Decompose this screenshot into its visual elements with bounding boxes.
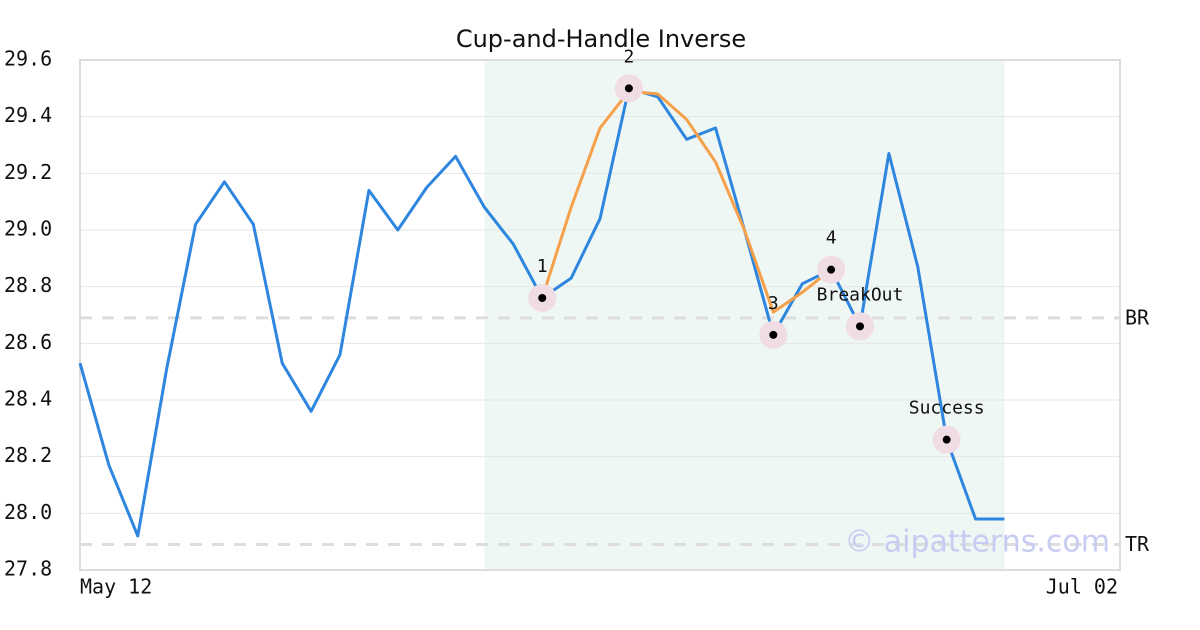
y-tick-label: 28.4 bbox=[4, 387, 52, 411]
level-label: TR bbox=[1125, 532, 1150, 556]
annotation-label: 1 bbox=[537, 256, 548, 277]
y-tick-label: 27.8 bbox=[4, 557, 52, 581]
annotation-label: 3 bbox=[768, 293, 779, 314]
y-tick-label: 28.0 bbox=[4, 500, 52, 524]
x-tick-label: Jul 02 bbox=[1046, 575, 1118, 599]
annotation-label: Success bbox=[909, 398, 985, 419]
pattern-point bbox=[769, 330, 778, 339]
y-tick-label: 29.6 bbox=[4, 47, 52, 71]
pattern-region bbox=[484, 60, 1005, 570]
y-tick-label: 28.8 bbox=[4, 273, 52, 297]
y-tick-label: 28.2 bbox=[4, 443, 52, 467]
level-label: BR bbox=[1125, 305, 1150, 329]
y-tick-label: 29.4 bbox=[4, 103, 52, 127]
watermark: © aipatterns.com bbox=[844, 525, 1110, 560]
y-tick-label: 29.2 bbox=[4, 160, 52, 184]
y-tick-label: 29.0 bbox=[4, 217, 52, 241]
x-tick-label: May 12 bbox=[80, 575, 152, 599]
annotation-label: 2 bbox=[623, 46, 634, 67]
series-line bbox=[540, 89, 833, 314]
annotation-label: BreakOut bbox=[817, 284, 904, 305]
pattern-point bbox=[624, 84, 633, 93]
pattern-point bbox=[538, 294, 547, 302]
pattern-point bbox=[856, 322, 864, 331]
pattern-point bbox=[942, 435, 951, 444]
pattern-point bbox=[827, 265, 836, 274]
annotation-label: 4 bbox=[826, 228, 837, 249]
y-tick-label: 28.6 bbox=[4, 330, 52, 354]
chart-title: Cup-and-Handle Inverse bbox=[456, 25, 746, 53]
plot-frame bbox=[79, 59, 1121, 571]
